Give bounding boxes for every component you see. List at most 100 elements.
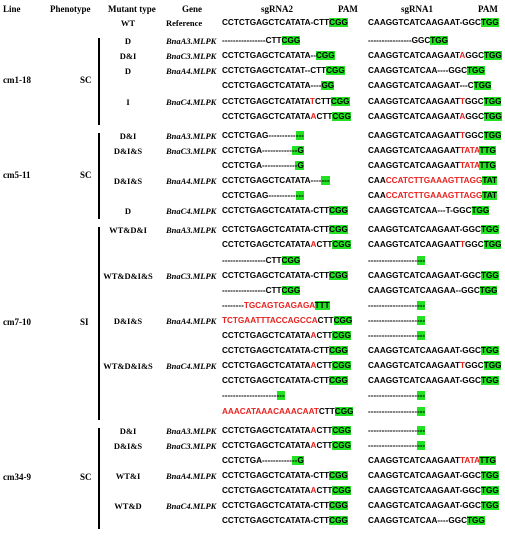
sequence-segment: CTT [316,425,333,435]
sgrna1-sequence: CAAGGTCATCAAGAATTGGCTGG [368,240,502,250]
sequence-segment: CAAGGTCATCAAGAAT [368,361,461,371]
pam-segment: CGG [332,361,352,371]
sgrna2-sequence: CCTCTGAGCTCATATAACTTCGG [222,331,352,341]
pam-segment: TGG [483,240,502,250]
mutation-segment: T [460,130,466,140]
sequence-segment: ------------------ [368,315,418,325]
sequence-segment: CCTCTGAGCTCATATA [222,111,311,121]
sequence-segment: GGC [465,240,484,250]
sequence-segment: ------------------ [368,331,418,340]
sequence-segment: CCTCTGAGCTCATATA [222,486,311,495]
mutation-segment: TATA [460,145,480,155]
mutation-segment: A [310,331,317,340]
pam-segment: CGG [315,51,335,61]
sgrna1-sequence: --------------------- [368,406,426,417]
sequence-segment: CAAGGTCATCAA---T-GGC [368,206,472,216]
sgrna1-sequence: CAAGGTCATCAA----GGCTGG [368,516,485,526]
mutation-segment: CCATCTTGAAAGTTAGG [385,191,483,201]
sgrna1-sequence: CAAGGTCATCAAGAAT-GGCTGG [368,18,499,28]
pam-segment: GG [321,81,335,91]
gene-label: BnaC3.MLPK [166,145,217,156]
sgrna2-sequence: AAACATAAACAAACAATCTTCGG [222,406,354,417]
sequence-segment: CCTCTGAGCTCATATA [222,425,311,435]
sequence-segment: CCTCTGA----------- [222,455,293,465]
mutation-segment: T [460,240,466,250]
pam-segment: TGG [479,285,498,295]
sequence-segment: CAAGGTCATCAAGAAT-GGC [368,225,481,235]
sgrna2-sequence: CCTCTGA-------------G [222,160,304,171]
sgrna1-sequence: CAAGGTCATCAAGAAT-GGCTGG [368,470,499,481]
pam-segment: --G [292,145,304,155]
sequence-segment: ------------------ [368,391,418,401]
sgrna1-sequence: CAAGGTCATCAAGAATTATATTG [368,160,496,171]
sequence-segment: CCTCTGAGCTCATATA-- [222,51,316,61]
sequence-segment: CCTCTGA----------- [222,145,293,155]
sequence-segment: CCTCTGAGCTCATATA-CTT [222,225,330,235]
sequence-segment: CTT [316,486,333,495]
mutant-type-label: WT&D&I&S [103,361,153,372]
pam-segment: CGG [329,225,348,235]
sequence-segment: CAAGGTCATCAAGAAT [368,145,461,155]
mutant-type-label: D [124,206,132,217]
pam-segment: CGG [281,36,301,46]
sequence-segment: GGC [465,96,484,106]
mutant-type-label: WT&D [114,501,142,512]
group-bracket [98,427,100,530]
header-sgrna2: sgRNA2 [261,4,294,14]
sgrna2-sequence: CCTCTGA-------------G [222,455,304,466]
sgrna2-sequence: CCTCTGAGCTCATATA-CTTCGG [222,346,348,356]
sgrna2-sequence: CCTCTGAGCTCATATATCTTCGG [222,96,350,107]
sequence-segment: -------------------- [222,391,277,401]
mutation-segment: TATA [460,455,480,465]
sequence-segment: CTT [316,361,333,371]
pam-segment: --- [417,406,426,416]
sgrna1-sequence: CAAGGTCATCAAGAAT---CTGG [368,81,492,91]
sequence-segment: CAAGGTCATCAAGAAT-GGC [368,470,481,480]
sgrna1-sequence: --------------------- [368,331,426,341]
sequence-segment: CAAGGTCATCAAGAAT-GGC [368,346,481,356]
gene-label: BnaC4.MLPK [166,96,217,107]
gene-label: BnaA3.MLPK [166,36,217,47]
sgrna2-sequence: CCTCTGAGCTCATATA------- [222,176,330,186]
sgrna1-sequence: --------------------- [368,300,426,311]
mutation-segment: A [459,111,466,121]
sgrna1-sequence: --------------------- [368,440,426,451]
mutant-type-label: WT&D&I [109,225,147,236]
sequence-segment: CAAGGTCATCAAGAAT [368,455,461,465]
pam-segment: TGG [480,346,499,356]
sequence-segment: CCTCTGA------------ [222,160,295,170]
mutation-segment: A [310,425,317,435]
sequence-segment: CCTCTGAGCTCATATA-CTT [222,346,330,356]
sequence-segment: CAAGGTCATCAAGAAT-GGC [368,18,481,27]
sequence-segment: CAAGGTCATCAAGAA--GGC [368,285,480,295]
sequence-segment: ------------------ [368,406,418,416]
mutation-segment: AAACATAAACAAACAAT [222,406,319,416]
mutant-type-label: D&I&S [113,315,143,326]
sequence-segment: CCTCTGAGCTCATATA-CTT [222,470,330,480]
sequence-segment: CTT [318,406,335,416]
header-gene: Gene [182,4,202,14]
mutant-type-label: D&I&S [113,145,143,156]
sequence-segment: CCTCTGAGCTCATATA-CTT [222,18,330,27]
sgrna2-sequence: ----------------CTTCGG [222,255,301,266]
pam-segment: -G [294,160,304,170]
sgrna2-sequence: CCTCTGAG------------- [222,191,304,201]
pam-segment: --- [295,130,304,140]
mutant-type-label: D [124,36,132,47]
gene-label: BnaA3.MLPK [166,425,217,436]
sgrna2-sequence: ----------------CTTCGG [222,36,301,46]
sgrna2-sequence: CCTCTGAGCTCATATAACTTCGG [222,111,352,122]
pam-segment: TGG [471,206,490,216]
pam-segment: CGG [281,255,301,265]
sequence-segment: ------------------ [368,300,418,310]
sequence-segment: CAAGGTCATCAAGAAT-GGC [368,486,481,495]
gene-label: BnaA4.MLPK [166,470,217,481]
pam-segment: CGG [332,331,352,340]
sequence-segment: GGC [465,51,484,61]
pam-segment: --- [417,300,426,310]
sgrna1-sequence: CAAGGTCATCAA---T-GGCTGG [368,206,490,216]
group-bracket [98,132,100,220]
pam-segment: TGG [483,96,502,106]
sequence-segment: CAAGGTCATCAAGAAT-GGC [368,270,481,280]
pam-segment: TGG [467,66,485,76]
